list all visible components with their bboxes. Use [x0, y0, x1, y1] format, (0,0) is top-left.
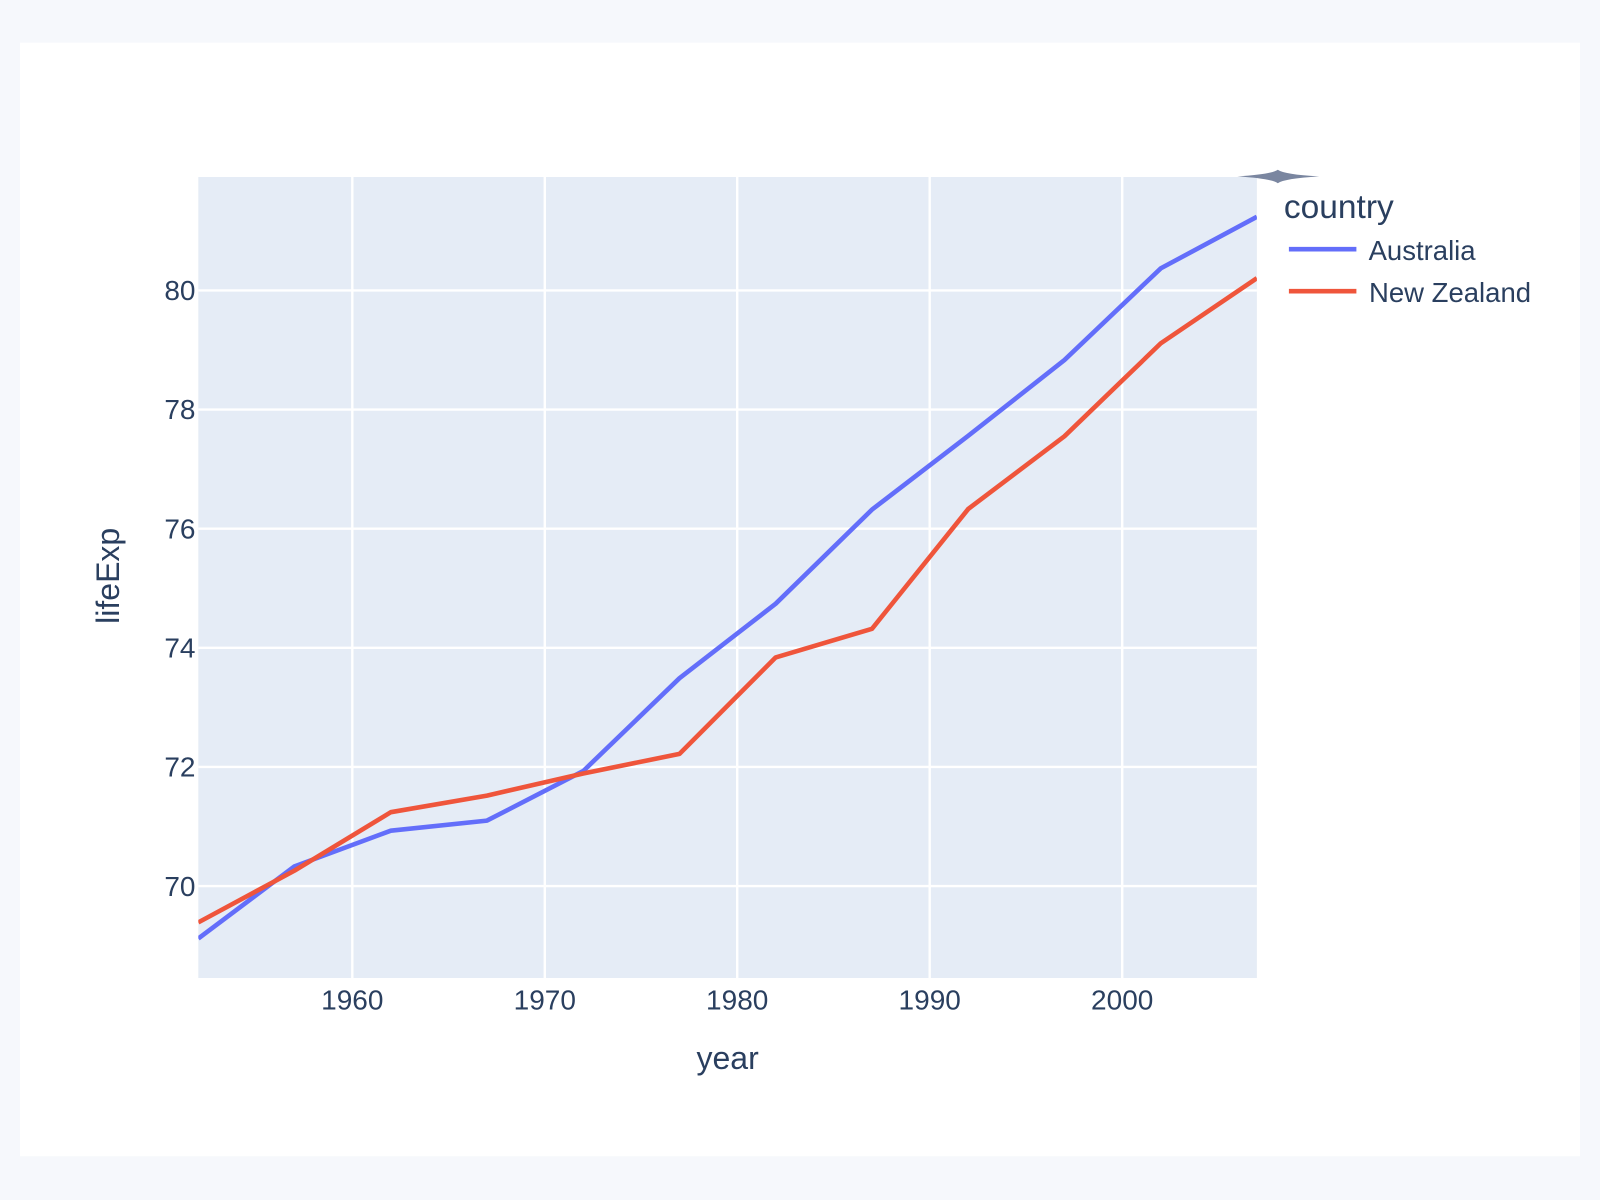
svg-text:76: 76: [164, 513, 195, 544]
svg-text:Australia: Australia: [1369, 235, 1477, 266]
svg-text:2000: 2000: [1091, 985, 1153, 1016]
svg-text:72: 72: [164, 752, 195, 783]
svg-text:year: year: [696, 1040, 759, 1076]
svg-text:1990: 1990: [899, 985, 961, 1016]
svg-text:lifeExp: lifeExp: [90, 528, 126, 624]
svg-text:1970: 1970: [514, 985, 576, 1016]
svg-text:New Zealand: New Zealand: [1369, 277, 1531, 308]
svg-text:1980: 1980: [706, 985, 768, 1016]
svg-text:country: country: [1284, 189, 1394, 226]
svg-text:70: 70: [164, 871, 195, 902]
svg-text:80: 80: [164, 275, 195, 306]
svg-text:78: 78: [164, 394, 195, 425]
svg-text:74: 74: [164, 632, 195, 663]
svg-text:1960: 1960: [321, 985, 383, 1016]
